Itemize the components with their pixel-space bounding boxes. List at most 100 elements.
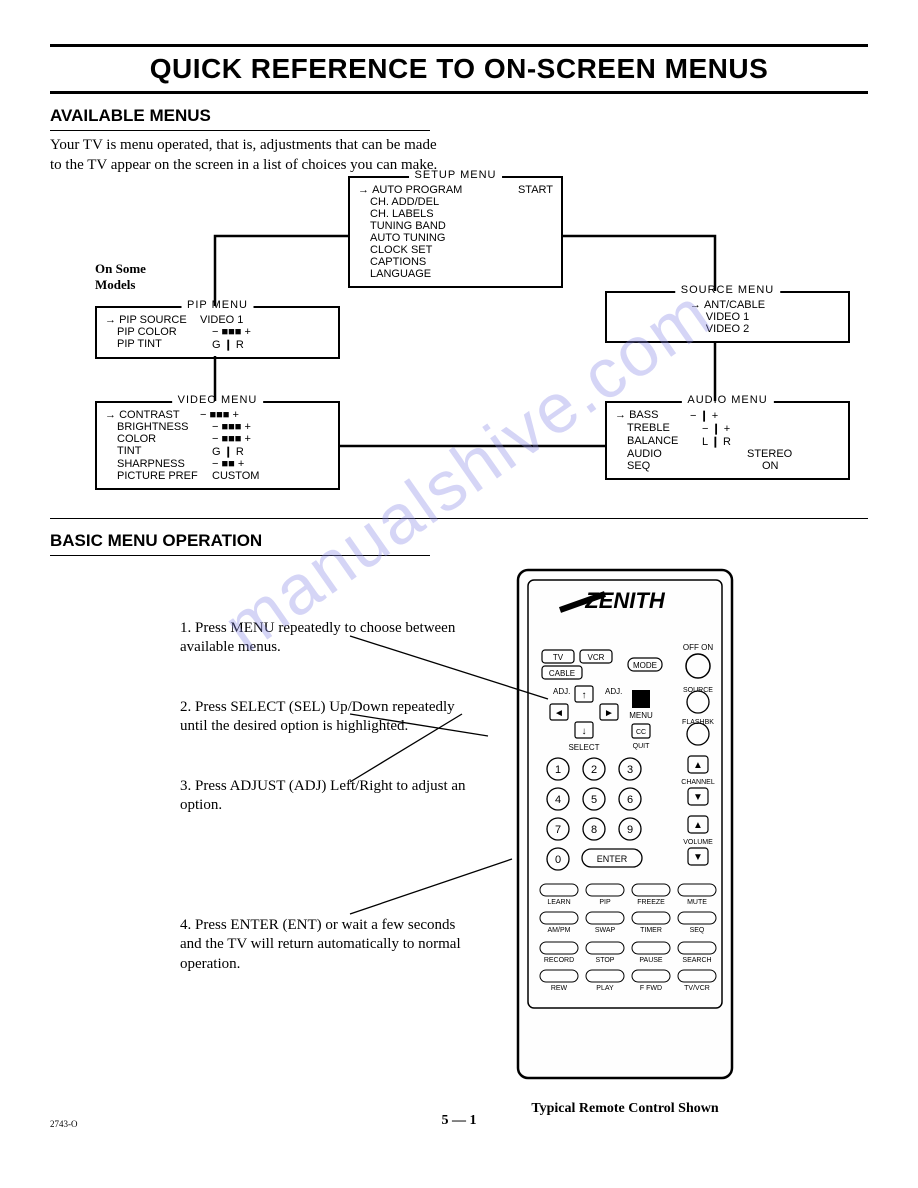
audio-row-4-val: ON <box>762 460 779 472</box>
btn-vcr: VCR <box>588 653 605 662</box>
remote-control-illustration: ZENITH TV VCR CABLE MODE OFF ON ADJ. ADJ… <box>510 564 740 1084</box>
svg-text:MUTE: MUTE <box>687 899 707 906</box>
svg-text:PIP: PIP <box>599 899 611 906</box>
video-row-3-label: TINT <box>117 445 212 458</box>
video-menu-box: VIDEO MENU CONTRAST− ■■■ + BRIGHTNESS− ■… <box>95 401 340 490</box>
svg-text:↓: ↓ <box>582 726 587 737</box>
audio-menu-title: AUDIO MENU <box>681 394 773 406</box>
label-adj-right: ADJ. <box>605 687 622 696</box>
video-row-2-val: − ■■■ + <box>212 433 251 445</box>
remote-brand: ZENITH <box>584 588 666 613</box>
steps-list: 1. Press MENU repeatedly to choose betwe… <box>180 564 480 1117</box>
svg-text:STOP: STOP <box>596 957 615 964</box>
label-adj-left: ADJ. <box>553 687 570 696</box>
audio-menu-box: AUDIO MENU BASS− ❙ + TREBLE− ❙ + BALANCE… <box>605 401 850 480</box>
video-row-5-label: PICTURE PREF <box>117 470 212 482</box>
setup-item-7: LANGUAGE <box>370 268 431 280</box>
video-menu-title: VIDEO MENU <box>172 394 264 406</box>
svg-text:9: 9 <box>627 824 633 836</box>
audio-row-1-label: TREBLE <box>627 422 702 435</box>
svg-text:RECORD: RECORD <box>544 957 574 964</box>
svg-text:SEQ: SEQ <box>690 927 705 934</box>
audio-row-2-label: BALANCE <box>627 435 702 448</box>
label-flashbk: FLASHBK <box>682 719 714 726</box>
video-row-5-val: CUSTOM <box>212 470 259 482</box>
step-1: 1. Press MENU repeatedly to choose betwe… <box>180 619 480 658</box>
svg-text:▲: ▲ <box>693 760 703 771</box>
svg-text:TIMER: TIMER <box>640 927 662 934</box>
source-item-2: VIDEO 2 <box>706 323 749 335</box>
section-available-menus: AVAILABLE MENUS <box>50 106 868 126</box>
setup-item-4: AUTO TUNING <box>370 232 445 244</box>
source-menu-title: SOURCE MENU <box>675 284 781 296</box>
pip-row-0-label: PIP SOURCE <box>105 314 200 326</box>
label-quit: QUIT <box>633 743 650 750</box>
step-3-text: Press ADJUST (ADJ) Left/Right to adjust … <box>180 778 466 814</box>
step-1-num: 1. <box>180 620 191 636</box>
svg-text:PAUSE: PAUSE <box>639 957 663 964</box>
btn-mode: MODE <box>633 661 657 670</box>
pip-row-1-val: − ■■■ + <box>212 326 251 338</box>
remote-area: ZENITH TV VCR CABLE MODE OFF ON ADJ. ADJ… <box>510 564 740 1117</box>
svg-text:TV/VCR: TV/VCR <box>684 985 710 992</box>
step-1-text: Press MENU repeatedly to choose between … <box>180 620 455 656</box>
video-row-4-label: SHARPNESS <box>117 458 212 470</box>
label-select: SELECT <box>568 743 599 752</box>
svg-text:▲: ▲ <box>693 820 703 831</box>
svg-text:REW: REW <box>551 985 568 992</box>
step-4-text: Press ENTER (ENT) or wait a few seconds … <box>180 917 461 972</box>
svg-text:7: 7 <box>555 824 561 836</box>
svg-text:◄: ◄ <box>554 708 564 719</box>
source-item-0: ANT/CABLE <box>690 299 765 311</box>
audio-row-0-label: BASS <box>615 409 690 422</box>
svg-text:2: 2 <box>591 764 597 776</box>
step-3-num: 3. <box>180 778 191 794</box>
setup-item-3: TUNING BAND <box>370 220 446 232</box>
pip-row-0-val: VIDEO 1 <box>200 314 243 326</box>
svg-text:▼: ▼ <box>693 852 703 863</box>
svg-text:↑: ↑ <box>582 690 587 701</box>
audio-row-0-val: − ❙ + <box>690 409 718 422</box>
section-underline-2 <box>50 555 430 556</box>
step-3: 3. Press ADJUST (ADJ) Left/Right to adju… <box>180 777 480 816</box>
setup-start: START <box>518 184 553 196</box>
svg-text:AM/PM: AM/PM <box>548 927 571 934</box>
pip-row-2-val: G ❙ R <box>212 338 244 351</box>
page-title: QUICK REFERENCE TO ON-SCREEN MENUS <box>50 53 868 85</box>
label-source: SOURCE <box>683 687 713 694</box>
video-row-1-label: BRIGHTNESS <box>117 421 212 433</box>
audio-row-1-val: − ❙ + <box>702 422 730 435</box>
setup-menu-box: SETUP MENU AUTO PROGRAMSTART CH. ADD/DEL… <box>348 176 563 288</box>
btn-cc: CC <box>636 729 646 736</box>
video-row-0-label: CONTRAST <box>105 409 200 421</box>
setup-menu-title: SETUP MENU <box>409 169 503 181</box>
title-rule <box>50 91 868 94</box>
svg-text:3: 3 <box>627 764 633 776</box>
section-underline <box>50 130 430 131</box>
btn-cable: CABLE <box>549 669 575 678</box>
setup-item-6: CAPTIONS <box>370 256 426 268</box>
audio-row-3-val: STEREO <box>747 448 792 460</box>
svg-text:5: 5 <box>591 794 597 806</box>
video-row-1-val: − ■■■ + <box>212 421 251 433</box>
audio-row-4-label: SEQ <box>627 460 702 472</box>
doc-number: 2743-O <box>50 1119 78 1129</box>
top-rule <box>50 44 868 47</box>
label-off-on: OFF ON <box>683 643 713 652</box>
label-volume: VOLUME <box>683 839 713 846</box>
btn-tv: TV <box>553 653 564 662</box>
step-4: 4. Press ENTER (ENT) or wait a few secon… <box>180 916 480 975</box>
label-channel: CHANNEL <box>681 779 715 786</box>
svg-text:8: 8 <box>591 824 597 836</box>
video-row-3-val: G ❙ R <box>212 445 244 458</box>
source-menu-box: SOURCE MENU ANT/CABLE VIDEO 1 VIDEO 2 <box>605 291 850 343</box>
svg-text:SWAP: SWAP <box>595 927 616 934</box>
svg-text:PLAY: PLAY <box>596 985 614 992</box>
pip-menu-box: PIP MENU PIP SOURCEVIDEO 1 PIP COLOR− ■■… <box>95 306 340 359</box>
audio-row-2-val: L ❙ R <box>702 435 731 448</box>
svg-text:6: 6 <box>627 794 633 806</box>
svg-text:SEARCH: SEARCH <box>682 957 711 964</box>
video-row-4-val: − ■■ + <box>212 458 244 470</box>
setup-item-1: CH. ADD/DEL <box>370 196 439 208</box>
source-item-1: VIDEO 1 <box>706 311 749 323</box>
